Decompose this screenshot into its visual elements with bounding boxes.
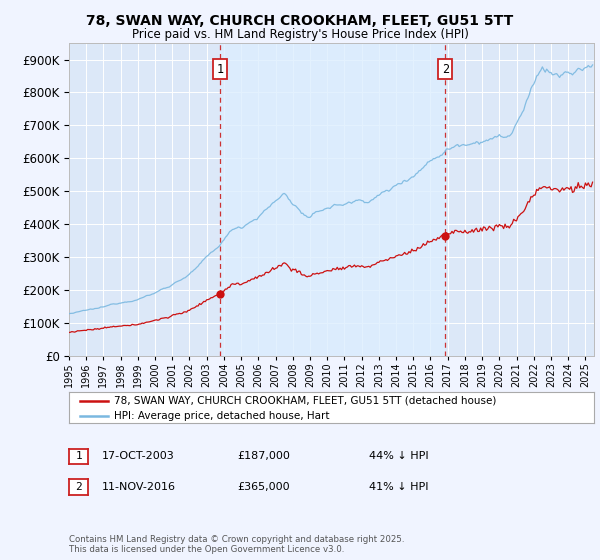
Text: 78, SWAN WAY, CHURCH CROOKHAM, FLEET, GU51 5TT: 78, SWAN WAY, CHURCH CROOKHAM, FLEET, GU… bbox=[86, 14, 514, 28]
Text: 1: 1 bbox=[217, 63, 224, 76]
Text: 44% ↓ HPI: 44% ↓ HPI bbox=[369, 451, 428, 461]
Text: £365,000: £365,000 bbox=[237, 482, 290, 492]
Text: 1: 1 bbox=[75, 451, 82, 461]
Text: 2: 2 bbox=[442, 63, 449, 76]
Text: 17-OCT-2003: 17-OCT-2003 bbox=[102, 451, 175, 461]
Text: 11-NOV-2016: 11-NOV-2016 bbox=[102, 482, 176, 492]
Text: Contains HM Land Registry data © Crown copyright and database right 2025.
This d: Contains HM Land Registry data © Crown c… bbox=[69, 535, 404, 554]
Bar bbox=[220, 43, 445, 356]
Text: HPI: Average price, detached house, Hart: HPI: Average price, detached house, Hart bbox=[113, 411, 329, 421]
Text: 2: 2 bbox=[75, 482, 82, 492]
Text: 41% ↓ HPI: 41% ↓ HPI bbox=[369, 482, 428, 492]
Text: £187,000: £187,000 bbox=[237, 451, 290, 461]
Text: Price paid vs. HM Land Registry's House Price Index (HPI): Price paid vs. HM Land Registry's House … bbox=[131, 28, 469, 41]
Text: 78, SWAN WAY, CHURCH CROOKHAM, FLEET, GU51 5TT (detached house): 78, SWAN WAY, CHURCH CROOKHAM, FLEET, GU… bbox=[113, 395, 496, 405]
